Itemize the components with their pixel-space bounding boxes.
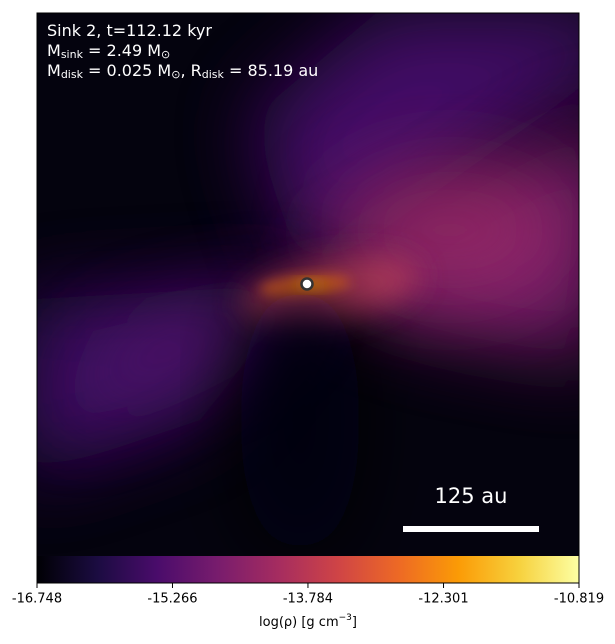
subscript: ⊙	[161, 48, 170, 61]
colorbar	[37, 556, 579, 583]
subscript: disk	[61, 68, 84, 81]
text-part: = 85.19 au	[224, 61, 318, 80]
tick-label: -15.266	[147, 592, 197, 607]
annotation: Sink 2, t=112.12 kyr Msink = 2.49 M⊙ Mdisk…	[47, 21, 318, 82]
tick-label: -10.819	[554, 592, 604, 607]
text-part: M	[47, 41, 61, 60]
superscript: −3	[339, 613, 352, 623]
subscript: sink	[61, 48, 84, 61]
text-part: log(ρ) [g cm	[259, 615, 339, 630]
tick-label: -16.748	[12, 592, 62, 607]
text-part: Sink 2, t=112.12 kyr	[47, 21, 212, 40]
text-part: , R	[180, 61, 201, 80]
colorbar-label: log(ρ) [g cm−3]	[259, 613, 357, 630]
tick-label: -13.784	[283, 592, 333, 607]
density-image	[37, 13, 579, 556]
scale-bar-label: 125 au	[435, 484, 508, 508]
tick-label: -12.301	[418, 592, 468, 607]
text-part: = 0.025 M	[83, 61, 171, 80]
subscript: disk	[202, 68, 225, 81]
subscript: ⊙	[171, 68, 180, 81]
text-part: M	[47, 61, 61, 80]
text-part: = 2.49 M	[83, 41, 161, 60]
sink-marker	[300, 277, 314, 291]
text-part: ]	[352, 615, 357, 630]
